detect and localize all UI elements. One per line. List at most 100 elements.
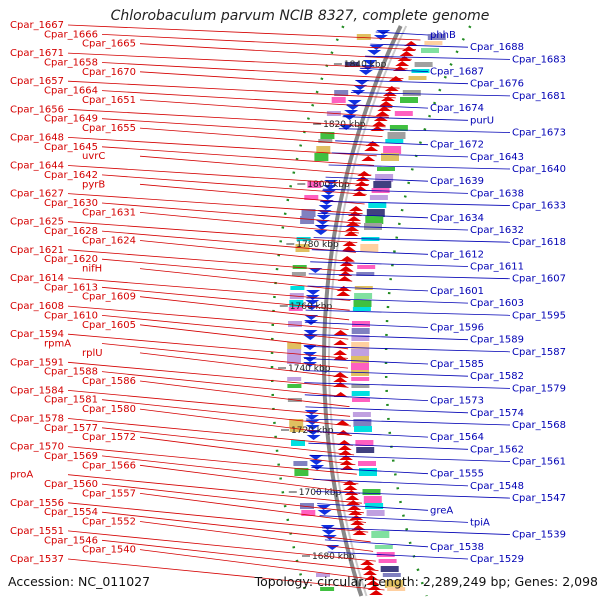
cog-box-outer	[290, 286, 305, 290]
forward-gene-arrow	[372, 121, 387, 126]
cog-box-inner	[369, 195, 388, 200]
cog-box-inner	[356, 272, 375, 276]
reverse-gene-arrow	[321, 190, 336, 195]
reverse-gene-arrow	[305, 425, 320, 430]
gene-label-left: Cpar_1581	[44, 395, 98, 406]
gene-label-right: Cpar_1603	[470, 298, 524, 309]
gene-label-left: Cpar_1645	[44, 142, 98, 153]
gene-leader-line-left	[101, 118, 383, 137]
cog-box-inner	[351, 391, 370, 396]
forward-gene-arrow	[337, 276, 352, 281]
gene-leader-line-left	[67, 277, 351, 301]
gene-leader-line-left	[139, 493, 367, 523]
cog-box-inner	[351, 356, 369, 364]
forward-gene-arrow	[338, 266, 353, 271]
gene-leader-line-left	[139, 296, 350, 321]
gene-leader-line-right	[365, 55, 511, 60]
cog-box-inner	[380, 566, 399, 572]
cog-box-inner	[365, 216, 384, 224]
cog-box-inner	[387, 132, 406, 139]
forward-gene-arrow	[345, 495, 360, 500]
cog-box-outer	[316, 573, 330, 577]
cog-box-outer	[316, 146, 331, 154]
reverse-gene-arrow	[303, 330, 318, 335]
gene-leader-line-left	[67, 530, 376, 562]
gene-label-right: Cpar_1683	[512, 54, 566, 65]
cog-box-outer	[307, 181, 322, 188]
gene-label-right: Cpar_1548	[470, 481, 524, 492]
cog-box-outer	[294, 468, 309, 476]
gene-leader-line-left	[101, 286, 350, 311]
gene-leader-line-right	[304, 370, 469, 377]
cog-box-outer	[300, 503, 314, 509]
gene-label-left: Cpar_1557	[82, 488, 136, 499]
forward-gene-arrow	[333, 340, 348, 345]
cog-box-outer	[287, 377, 302, 381]
cog-box-outer	[320, 132, 335, 139]
gene-leader-line-right	[370, 43, 469, 48]
gene-label-right: Cpar_1634	[430, 213, 484, 224]
gene-label-right: Cpar_1601	[430, 286, 484, 297]
cog-box-inner	[371, 531, 390, 538]
reverse-gene-arrow	[316, 505, 331, 510]
cog-box-outer	[291, 440, 305, 446]
gene-leader-line-right	[304, 382, 511, 389]
gene-label-right: Cpar_1643	[470, 152, 524, 163]
reverse-gene-arrow	[322, 185, 337, 190]
gene-leader-line-left	[139, 352, 349, 379]
cog-box-inner	[351, 363, 369, 370]
cog-box-inner	[387, 587, 406, 591]
gene-leader-line-right	[307, 430, 429, 438]
cog-box-inner	[357, 265, 376, 269]
cog-box-outer	[293, 461, 308, 466]
forward-gene-arrow	[343, 485, 358, 490]
gene-label-left: Cpar_1631	[82, 207, 136, 218]
gene-leader-line-right	[306, 297, 469, 304]
gene-label-left: Cpar_1609	[82, 292, 136, 303]
gene-leader-line-right	[304, 333, 469, 341]
forward-gene-arrow	[342, 480, 357, 485]
reverse-gene-arrow	[320, 525, 335, 530]
gene-label-left: Cpar_1671	[10, 48, 64, 59]
forward-gene-arrow	[341, 246, 356, 251]
gene-label-left: Cpar_1630	[44, 198, 98, 209]
gene-leader-line-right	[324, 539, 429, 548]
forward-gene-arrow	[375, 111, 390, 116]
gene-leader-line-right	[310, 261, 469, 267]
gene-leader-line-right	[315, 491, 511, 499]
cog-box-inner	[351, 349, 370, 356]
cog-box-outer	[318, 139, 333, 143]
gene-leader-line-left	[139, 521, 374, 552]
cog-box-inner	[414, 62, 433, 67]
cog-box-inner	[373, 181, 392, 188]
forward-gene-arrow	[373, 116, 388, 121]
gene-leader-line-left	[67, 80, 396, 99]
gene-leader-line-left	[67, 193, 363, 215]
cog-box-inner	[351, 342, 370, 350]
cog-box-outer	[314, 153, 329, 161]
cog-box-outer	[356, 34, 371, 40]
cog-box-inner	[352, 321, 370, 327]
forward-gene-arrow	[337, 440, 352, 445]
gene-label-left: Cpar_1608	[10, 301, 64, 312]
gene-leader-line-right	[305, 309, 511, 316]
gene-label-right: Cpar_1596	[430, 323, 484, 334]
gene-leader-line-right	[342, 116, 469, 121]
cog-box-outer	[289, 419, 304, 427]
gene-leader-line-right	[322, 527, 511, 535]
cog-box-inner	[421, 48, 439, 53]
gene-leader-line-left	[67, 558, 385, 591]
forward-gene-arrow	[361, 156, 376, 161]
forward-gene-arrow	[333, 350, 348, 355]
forward-gene-arrow	[333, 372, 348, 377]
reverse-gene-arrow	[342, 115, 357, 120]
gene-label-left: Cpar_1578	[10, 414, 64, 425]
gene-label-left: Cpar_1610	[44, 310, 98, 321]
forward-gene-arrow	[349, 206, 363, 211]
forward-gene-arrow	[361, 565, 376, 570]
gene-leader-line-left	[101, 62, 404, 79]
gene-label-left: Cpar_1594	[10, 329, 64, 340]
gene-leader-line-right	[313, 237, 511, 243]
gene-label-right: Cpar_1547	[512, 493, 566, 504]
